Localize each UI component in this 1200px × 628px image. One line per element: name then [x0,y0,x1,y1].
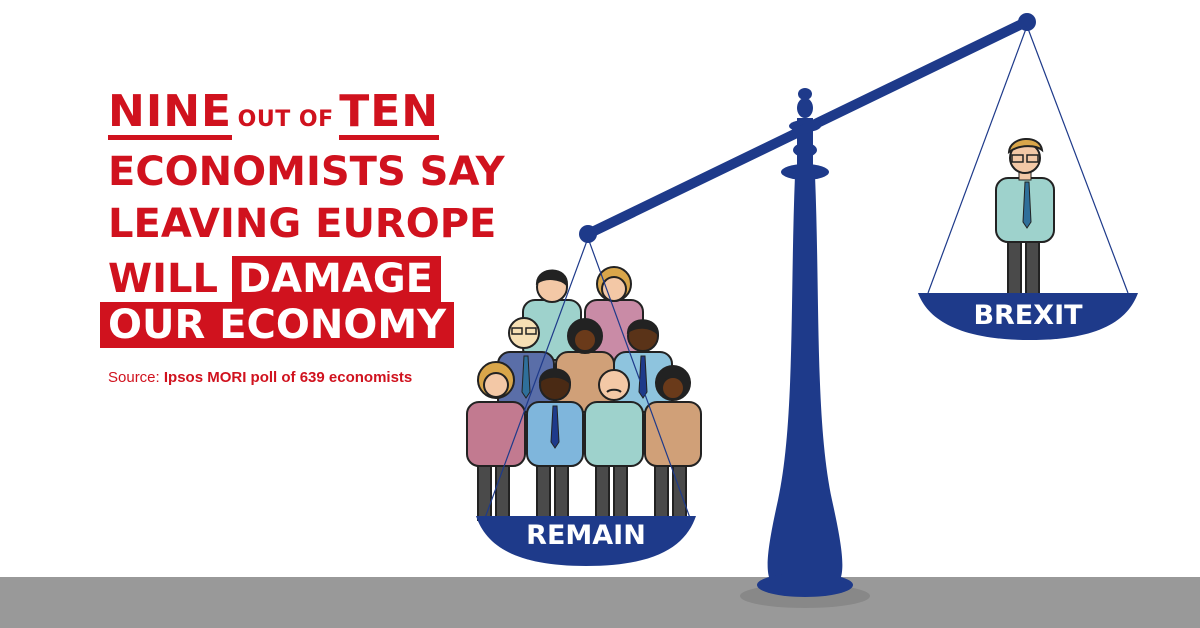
headline-nine: NINE [108,90,233,140]
headline-line-1: NINE OUT OF TEN [108,90,505,152]
headline-damage: DAMAGE [231,256,441,302]
scale-stand [757,88,853,597]
right-pan-strings [927,25,1129,294]
left-pan-strings [484,237,691,519]
headline-ten: TEN [339,90,440,140]
brexit-label: BREXIT [973,300,1083,331]
headline-will: WILL [108,256,218,302]
beam-end-left [579,225,597,243]
right-pan [918,293,1138,340]
left-pan [476,516,696,566]
source-note: Source: Ipsos MORI poll of 639 economist… [108,369,412,386]
headline-line-2: ECONOMISTS SAY [108,149,505,195]
brexit-person [995,138,1055,296]
source-text: Ipsos MORI poll of 639 economists [163,369,413,386]
scale-beam [583,17,1031,239]
headline-line-3: LEAVING EUROPE [108,201,497,247]
headline-our-economy: OUR ECONOMY [100,302,455,348]
headline: NINE OUT OF TEN ECONOMISTS SAY LEAVING E… [100,90,505,348]
source-prefix: Source: [108,369,160,386]
headline-out-of: OUT OF [237,107,334,132]
headline-line-4: WILL DAMAGE [108,256,505,302]
headline-line-5: OUR ECONOMY [100,302,505,348]
remain-label: REMAIN [526,520,646,551]
floor [0,577,1200,628]
beam-end-right [1018,13,1036,31]
